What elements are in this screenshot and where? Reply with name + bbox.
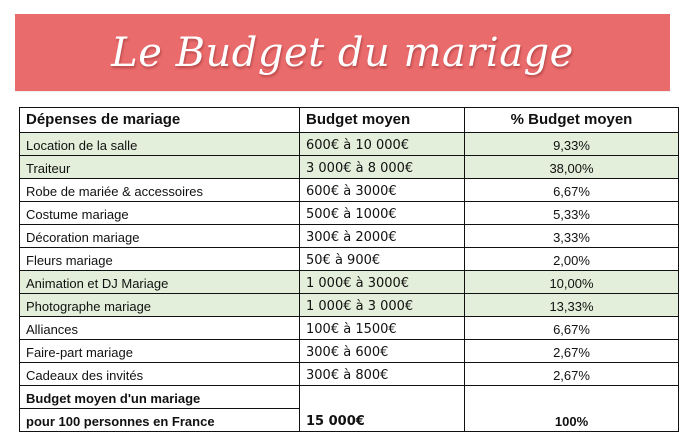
table-row: Robe de mariée & accessoires 600€ à 3000…	[19, 178, 679, 202]
total-label-line1: Budget moyen d'un mariage	[19, 385, 300, 409]
budget-percent: 10,00%	[464, 270, 679, 294]
total-budget: 15 000€	[299, 385, 465, 432]
budget-percent: 6,67%	[464, 316, 679, 340]
table-row: Animation et DJ Mariage 1 000€ à 3000€ 1…	[19, 270, 679, 294]
expense-label: Photographe mariage	[19, 293, 300, 317]
expense-label: Costume mariage	[19, 201, 300, 225]
budget-percent: 38,00%	[464, 155, 679, 179]
expense-label: Alliances	[19, 316, 300, 340]
expense-label: Robe de mariée & accessoires	[19, 178, 300, 202]
budget-range: 600€ à 3000€	[299, 178, 465, 202]
table-header-row: Dépenses de mariage Budget moyen % Budge…	[19, 107, 679, 133]
budget-range: 1 000€ à 3000€	[299, 270, 465, 294]
budget-percent: 9,33%	[464, 132, 679, 156]
table-row: Décoration mariage 300€ à 2000€ 3,33%	[19, 224, 679, 248]
total-row-continued: pour 100 personnes en France	[19, 408, 679, 432]
expense-label: Fleurs mariage	[19, 247, 300, 271]
budget-range: 500€ à 1000€	[299, 201, 465, 225]
budget-range: 300€ à 600€	[299, 339, 465, 363]
total-percent: 100%	[464, 385, 679, 432]
budget-percent: 2,00%	[464, 247, 679, 271]
budget-range: 1 000€ à 3 000€	[299, 293, 465, 317]
table-row: Cadeaux des invités 300€ à 800€ 2,67%	[19, 362, 679, 386]
total-label-line2: pour 100 personnes en France	[19, 408, 300, 432]
table-row: Faire-part mariage 300€ à 600€ 2,67%	[19, 339, 679, 363]
budget-range: 600€ à 10 000€	[299, 132, 465, 156]
budget-percent: 13,33%	[464, 293, 679, 317]
table-row: Alliances 100€ à 1500€ 6,67%	[19, 316, 679, 340]
budget-percent: 5,33%	[464, 201, 679, 225]
budget-range: 300€ à 800€	[299, 362, 465, 386]
expense-label: Location de la salle	[19, 132, 300, 156]
table-row: Traiteur 3 000€ à 8 000€ 38,00%	[19, 155, 679, 179]
budget-range: 100€ à 1500€	[299, 316, 465, 340]
budget-table: Dépenses de mariage Budget moyen % Budge…	[19, 107, 679, 432]
expense-label: Décoration mariage	[19, 224, 300, 248]
header-percent-budget: % Budget moyen	[464, 107, 679, 133]
budget-range: 3 000€ à 8 000€	[299, 155, 465, 179]
title-banner: Le Budget du mariage	[15, 14, 670, 91]
expense-label: Faire-part mariage	[19, 339, 300, 363]
header-expenses: Dépenses de mariage	[19, 107, 300, 133]
budget-range: 300€ à 2000€	[299, 224, 465, 248]
table-row: Location de la salle 600€ à 10 000€ 9,33…	[19, 132, 679, 156]
budget-percent: 6,67%	[464, 178, 679, 202]
expense-label: Cadeaux des invités	[19, 362, 300, 386]
header-average-budget: Budget moyen	[299, 107, 465, 133]
budget-percent: 2,67%	[464, 339, 679, 363]
budget-percent: 3,33%	[464, 224, 679, 248]
expense-label: Traiteur	[19, 155, 300, 179]
budget-range: 50€ à 900€	[299, 247, 465, 271]
page-title: Le Budget du mariage	[111, 29, 574, 76]
table-row: Fleurs mariage 50€ à 900€ 2,00%	[19, 247, 679, 271]
table-row: Photographe mariage 1 000€ à 3 000€ 13,3…	[19, 293, 679, 317]
table-row: Costume mariage 500€ à 1000€ 5,33%	[19, 201, 679, 225]
expense-label: Animation et DJ Mariage	[19, 270, 300, 294]
budget-percent: 2,67%	[464, 362, 679, 386]
total-row: Budget moyen d'un mariage 15 000€ 100%	[19, 385, 679, 432]
